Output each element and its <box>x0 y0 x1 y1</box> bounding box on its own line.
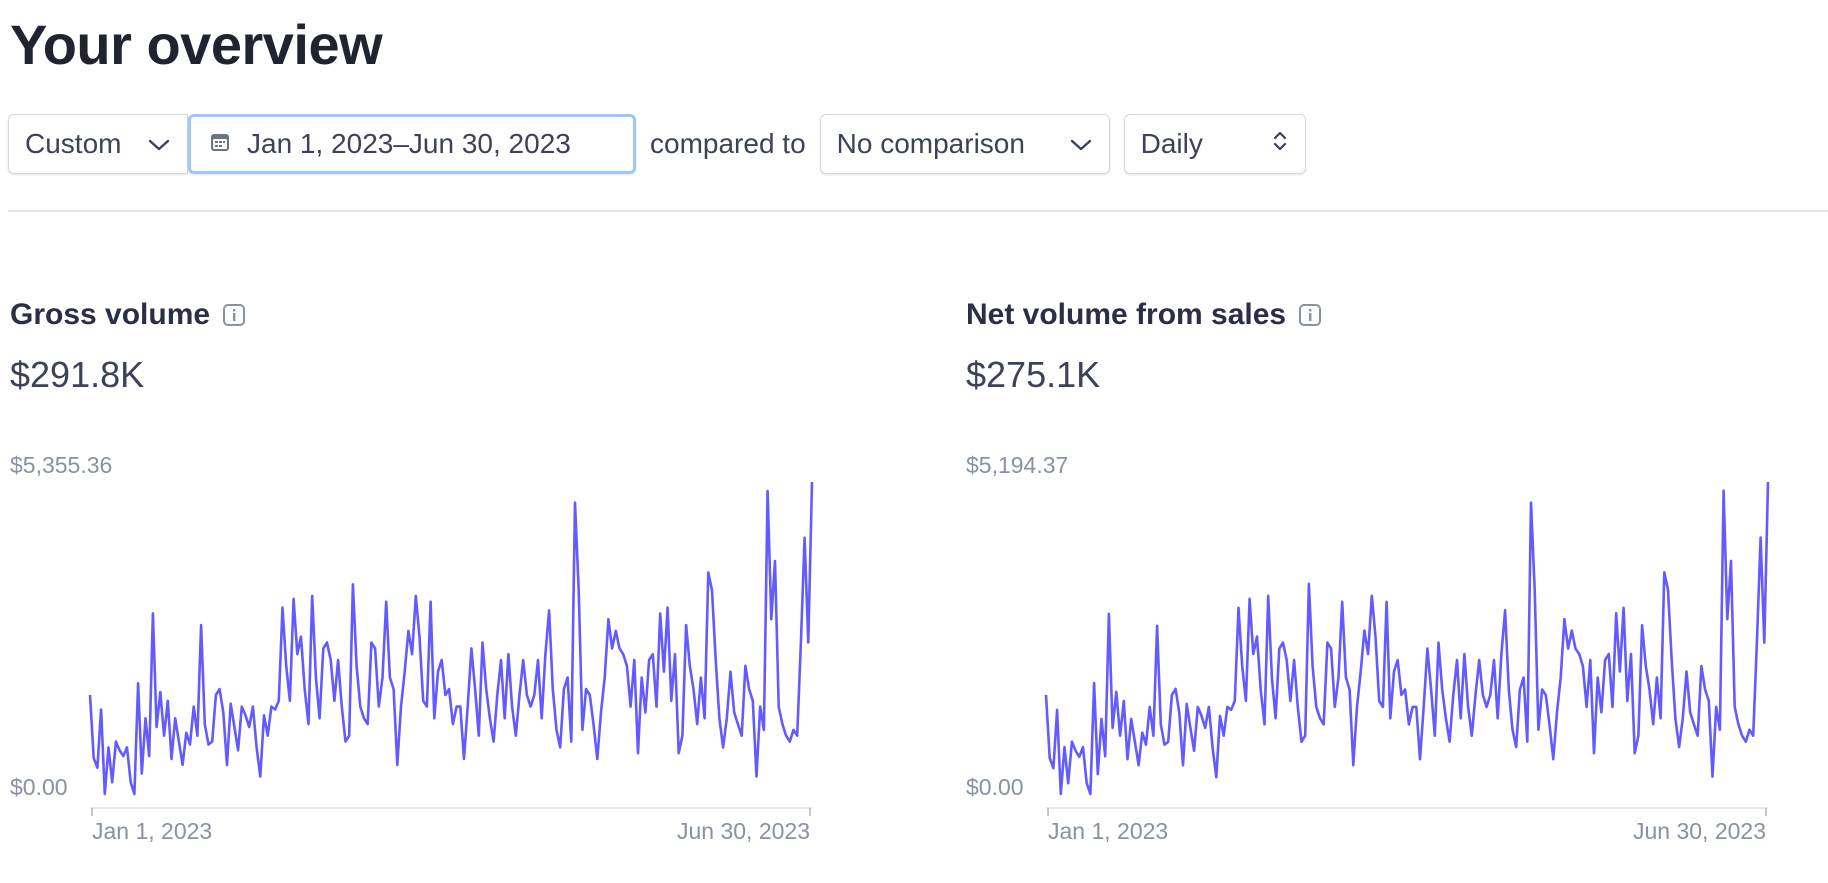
y-axis-max-label: $5,355.36 <box>10 452 113 478</box>
metric-title: Gross volume <box>10 298 246 332</box>
series-line <box>88 481 814 796</box>
gross-volume-card[interactable]: Gross volume $291.8K $5,355.36 $0.00 Jan… <box>10 290 814 850</box>
compared-to-label: compared to <box>650 128 806 159</box>
info-icon[interactable] <box>1298 303 1322 327</box>
gross-volume-chart[interactable] <box>88 470 814 816</box>
x-axis-start-label: Jan 1, 2023 <box>1048 818 1169 844</box>
period-select[interactable]: Custom <box>8 114 188 174</box>
x-axis-start-label: Jan 1, 2023 <box>92 818 213 844</box>
net-volume-card[interactable]: Net volume from sales $275.1K $5,194.37 … <box>966 290 1770 850</box>
x-axis-end-label: Jun 30, 2023 <box>1632 818 1766 844</box>
metric-title: Net volume from sales <box>966 298 1322 332</box>
comparison-select-label: No comparison <box>836 128 1025 159</box>
metric-title-text: Net volume from sales <box>966 298 1287 331</box>
calendar-icon <box>209 128 231 160</box>
date-range-picker[interactable]: Jan 1, 2023–Jun 30, 2023 <box>188 114 636 174</box>
series-line <box>1044 481 1770 796</box>
y-axis-max-label: $5,194.37 <box>966 452 1069 478</box>
info-icon[interactable] <box>222 303 246 327</box>
chevron-down-icon <box>1069 128 1093 160</box>
x-axis-end-label: Jun 30, 2023 <box>676 818 810 844</box>
header-divider <box>8 210 1828 212</box>
metric-value: $291.8K <box>10 354 145 395</box>
up-down-chevron-icon <box>1271 128 1289 161</box>
y-axis-min-label: $0.00 <box>966 774 1024 800</box>
chevron-down-icon <box>147 128 171 160</box>
y-axis-min-label: $0.00 <box>10 774 68 800</box>
net-volume-chart[interactable] <box>1044 470 1770 816</box>
interval-select-label: Daily <box>1140 128 1203 159</box>
period-select-label: Custom <box>25 128 122 159</box>
metric-value: $275.1K <box>966 354 1101 395</box>
page-title: Your overview <box>10 13 383 76</box>
interval-select[interactable]: Daily <box>1123 114 1306 174</box>
comparison-select[interactable]: No comparison <box>819 114 1110 174</box>
metric-title-text: Gross volume <box>10 298 211 331</box>
date-range-text: Jan 1, 2023–Jun 30, 2023 <box>247 128 571 159</box>
filter-bar: Custom Jan 1, 2023–Jun 30, 2023 compared… <box>8 112 1306 176</box>
